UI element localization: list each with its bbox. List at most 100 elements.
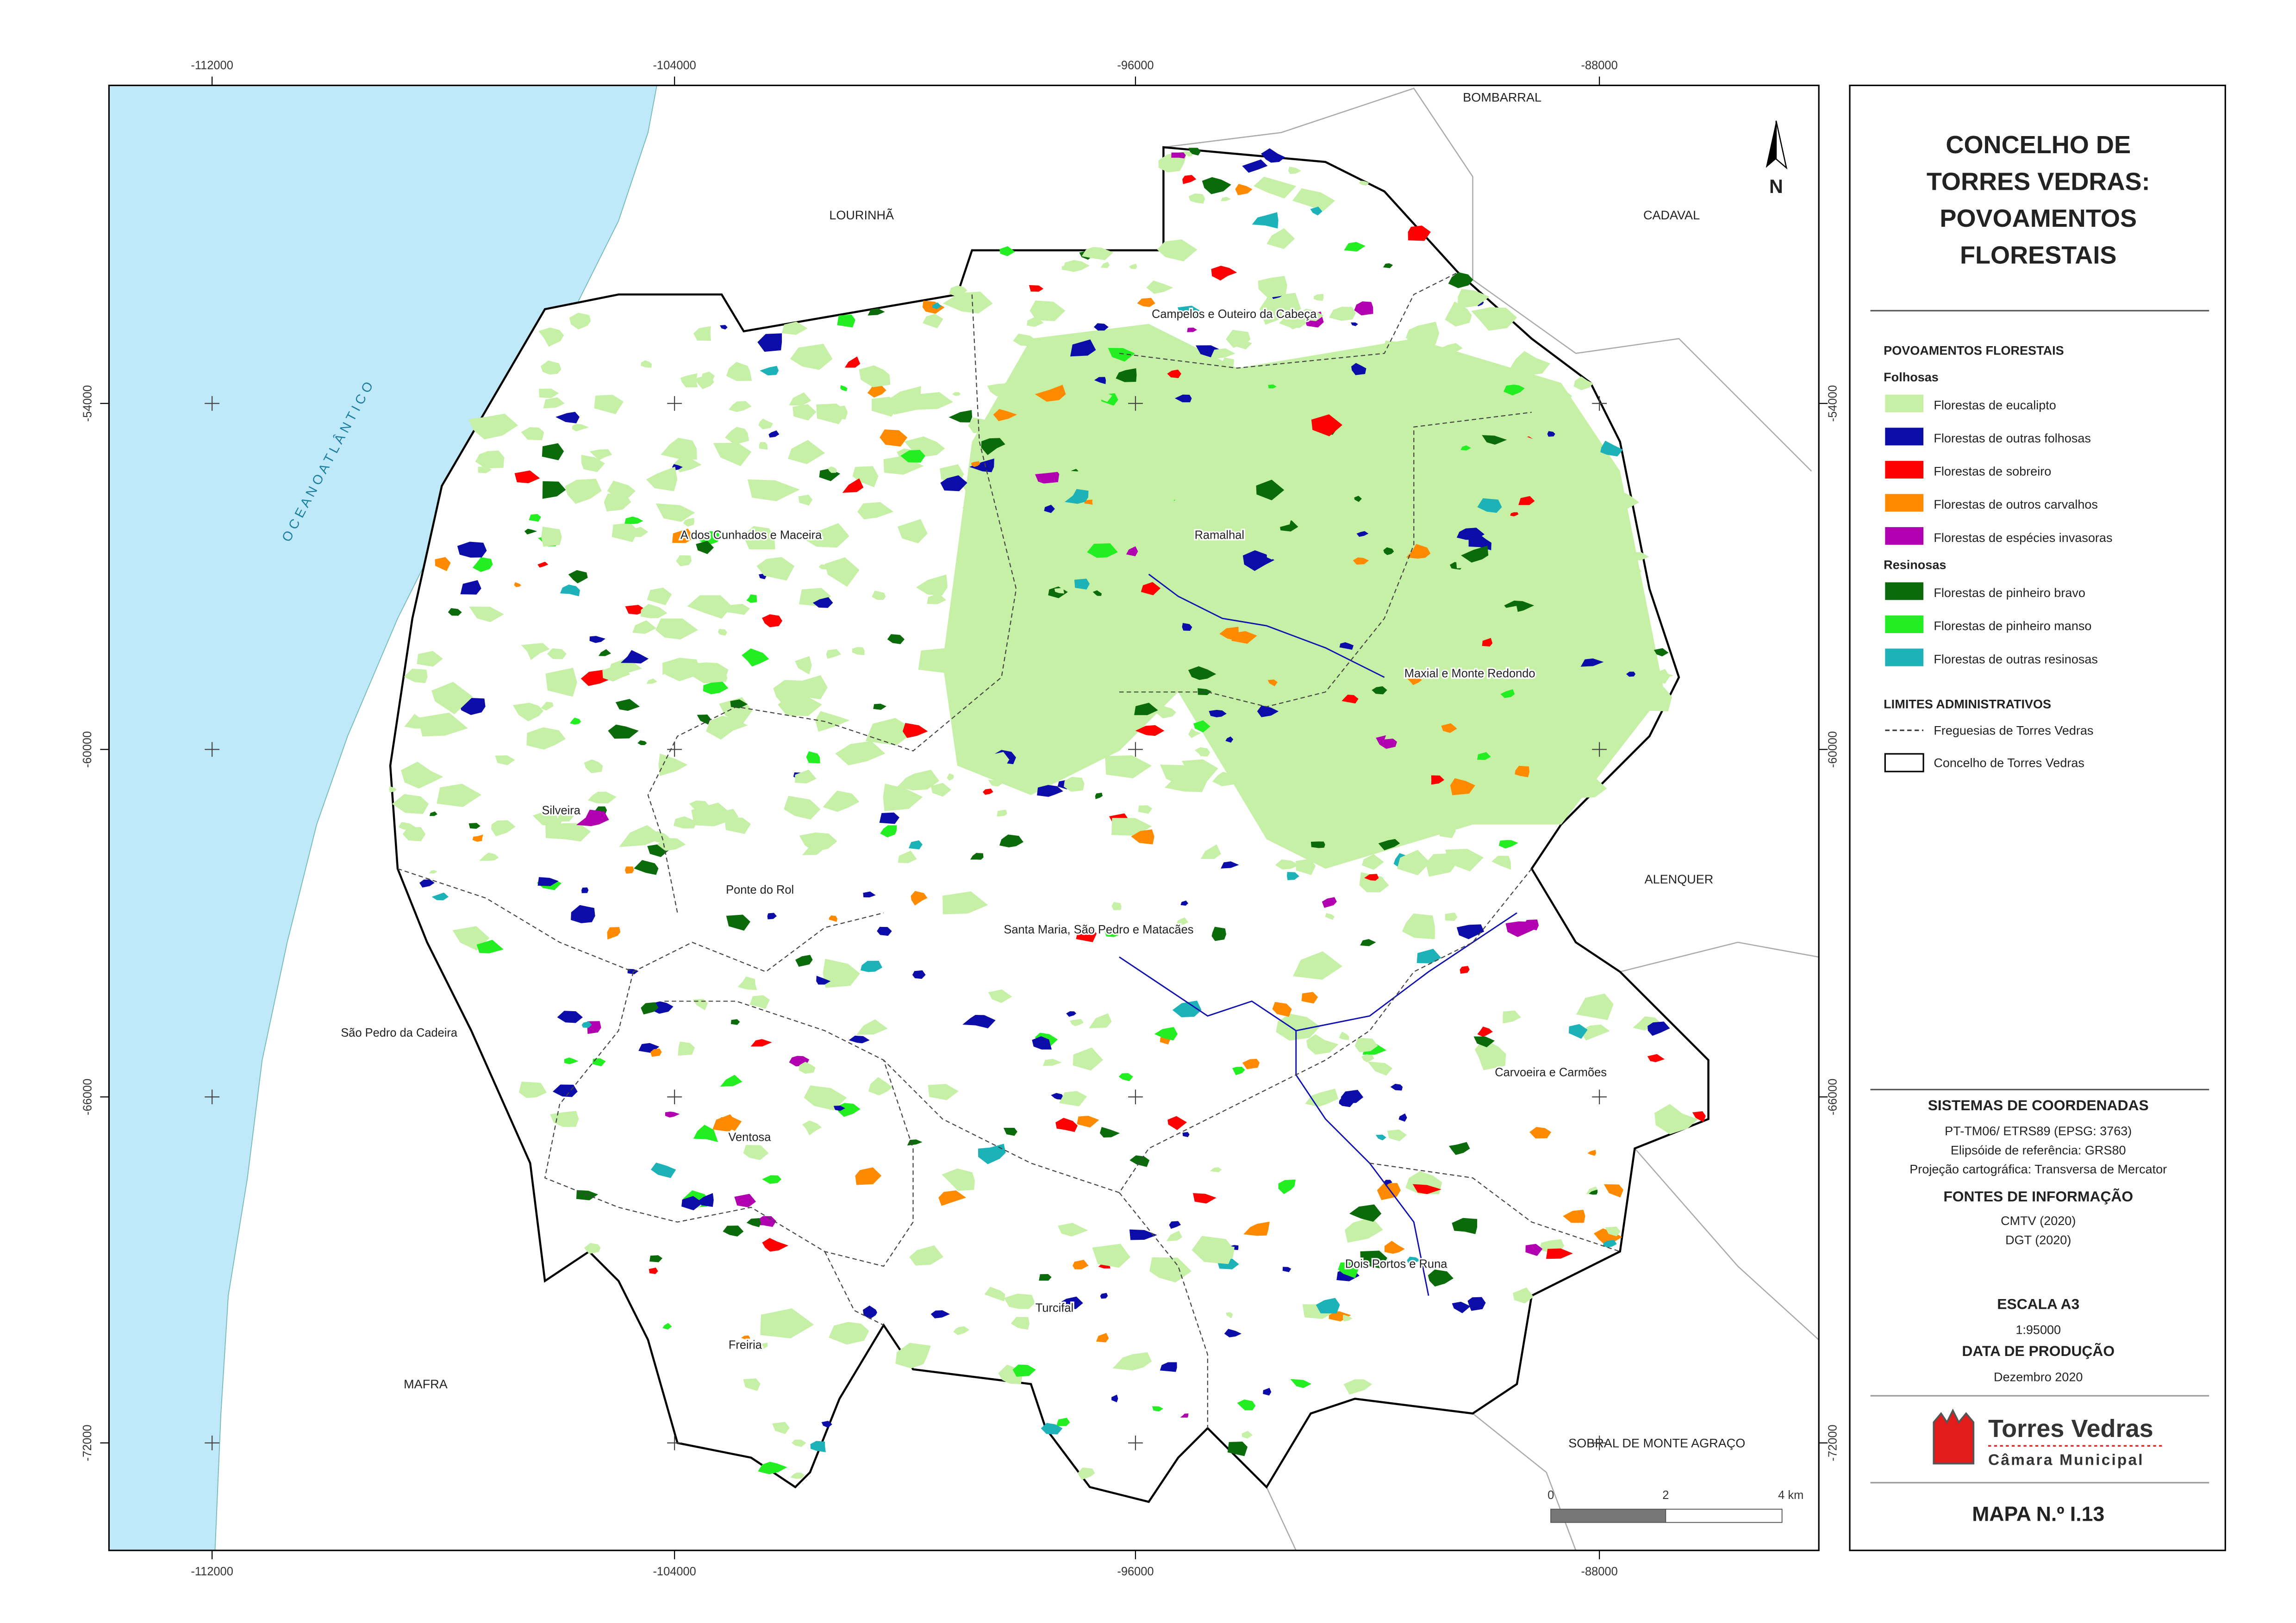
forest-patch xyxy=(1477,752,1491,760)
forest-patch xyxy=(418,712,468,737)
forest-patch xyxy=(821,1421,832,1428)
forest-patch xyxy=(1434,403,1453,414)
forest-patch xyxy=(996,678,1037,704)
forest-patch xyxy=(1598,512,1608,518)
forest-patch xyxy=(1141,582,1161,596)
forest-patch xyxy=(930,783,951,797)
logo: Torres Vedras Câmara Municipal xyxy=(1933,1408,2162,1469)
forest-patch xyxy=(1497,606,1547,637)
forest-patch xyxy=(1093,323,1109,331)
forest-patch xyxy=(1188,193,1205,204)
forest-patch xyxy=(584,1243,601,1254)
forest-patch xyxy=(620,650,649,664)
forest-patch xyxy=(743,1378,761,1391)
forest-patch xyxy=(696,541,714,554)
forest-patch xyxy=(560,585,580,597)
forest-patch xyxy=(448,608,462,616)
forest-patch xyxy=(491,820,516,837)
forest-patch xyxy=(634,860,659,875)
forest-patch xyxy=(1589,1189,1598,1195)
forest-patch xyxy=(857,502,894,520)
info-heading: DATA DE PRODUÇÃO xyxy=(1962,1343,2115,1359)
legend-swatch xyxy=(1885,582,1924,600)
forest-patch xyxy=(962,1015,996,1028)
forest-patch xyxy=(1135,725,1165,736)
forest-patch xyxy=(1182,1132,1190,1138)
forest-patch xyxy=(1282,1267,1292,1272)
forest-patch xyxy=(662,1323,672,1330)
forest-patch xyxy=(1037,785,1063,797)
forest-patch xyxy=(564,1057,579,1064)
forest-patch xyxy=(976,581,987,591)
forest-patch xyxy=(1351,322,1358,326)
forest-patch xyxy=(541,527,562,547)
forest-patch xyxy=(816,976,831,985)
forest-patch xyxy=(1452,1218,1478,1234)
forest-patch xyxy=(873,703,886,710)
grid-cross xyxy=(1128,1089,1143,1105)
forest-patch xyxy=(1059,1296,1083,1309)
forest-patch xyxy=(1170,585,1197,601)
forest-patch xyxy=(542,481,566,499)
forest-patch xyxy=(1211,266,1237,281)
forest-patch xyxy=(1338,1262,1359,1278)
scale-label: 0 xyxy=(1547,1489,1554,1502)
x-coordinate-label: -112000 xyxy=(191,59,233,72)
forest-patch xyxy=(1077,1115,1099,1128)
forest-patch xyxy=(681,1196,703,1211)
forest-patch xyxy=(840,385,848,392)
forest-patch xyxy=(917,392,953,410)
forest-patch xyxy=(1054,587,1064,594)
forest-patch xyxy=(1070,339,1096,357)
y-coordinate-label: -60000 xyxy=(81,731,94,768)
forest-patch xyxy=(402,827,426,841)
x-coordinate-label: -112000 xyxy=(191,1565,233,1578)
forest-patch xyxy=(1384,727,1401,740)
forest-patch xyxy=(720,325,728,330)
forest-patch xyxy=(1356,531,1369,537)
grid-cross xyxy=(1592,396,1607,411)
grid-cross xyxy=(1592,1435,1607,1450)
forest-patch xyxy=(1149,539,1189,562)
forest-patch xyxy=(1105,755,1152,778)
forest-patch xyxy=(928,1084,959,1101)
forest-patch xyxy=(835,741,886,765)
x-coordinate-label: -104000 xyxy=(653,1565,696,1578)
parish-boundary xyxy=(397,868,884,973)
neighbour-boundaries xyxy=(1163,87,1819,1551)
eucalyptus-area xyxy=(942,323,1665,869)
y-coordinate-label: -60000 xyxy=(1826,731,1839,768)
info-text: 1:95000 xyxy=(2015,1323,2061,1337)
metadata: SISTEMAS DE COORDENADAS PT-TM06/ ETRS89 (… xyxy=(1909,1097,2167,1384)
forest-patch xyxy=(545,823,591,842)
forest-patch xyxy=(1380,435,1429,457)
parish-label: Freiria xyxy=(729,1338,762,1351)
forest-patch xyxy=(1023,689,1067,714)
river xyxy=(1148,573,1385,678)
forest-patch xyxy=(1310,841,1325,848)
neighbour-label: ALENQUER xyxy=(1645,872,1714,886)
forest-patch xyxy=(723,1225,744,1237)
forest-patch xyxy=(724,427,749,445)
forest-patch xyxy=(1100,1293,1108,1299)
forest-patch xyxy=(1112,1352,1152,1371)
parish-boundary xyxy=(1369,1163,1621,1252)
forest-patch xyxy=(1482,435,1507,445)
forest-patch xyxy=(1466,795,1491,808)
forest-patch xyxy=(823,958,861,988)
forest-patch xyxy=(795,955,813,967)
forest-patch xyxy=(1254,637,1297,659)
y-coordinate-label: -54000 xyxy=(1826,385,1839,422)
forest-patch xyxy=(1450,778,1475,796)
forest-patch xyxy=(757,333,782,352)
forest-patch xyxy=(1428,1269,1454,1287)
forest-patch xyxy=(608,724,639,739)
forest-patch xyxy=(1510,351,1550,376)
parish-label: Santa Maria, São Pedro e Matacães xyxy=(1004,923,1193,936)
forest-patch xyxy=(988,989,1012,1003)
forest-patch xyxy=(589,636,605,643)
river xyxy=(1119,956,1429,1296)
forest-patch xyxy=(518,1082,547,1098)
forest-patch xyxy=(1239,461,1270,477)
legend-group: Resinosas xyxy=(1884,558,1946,572)
